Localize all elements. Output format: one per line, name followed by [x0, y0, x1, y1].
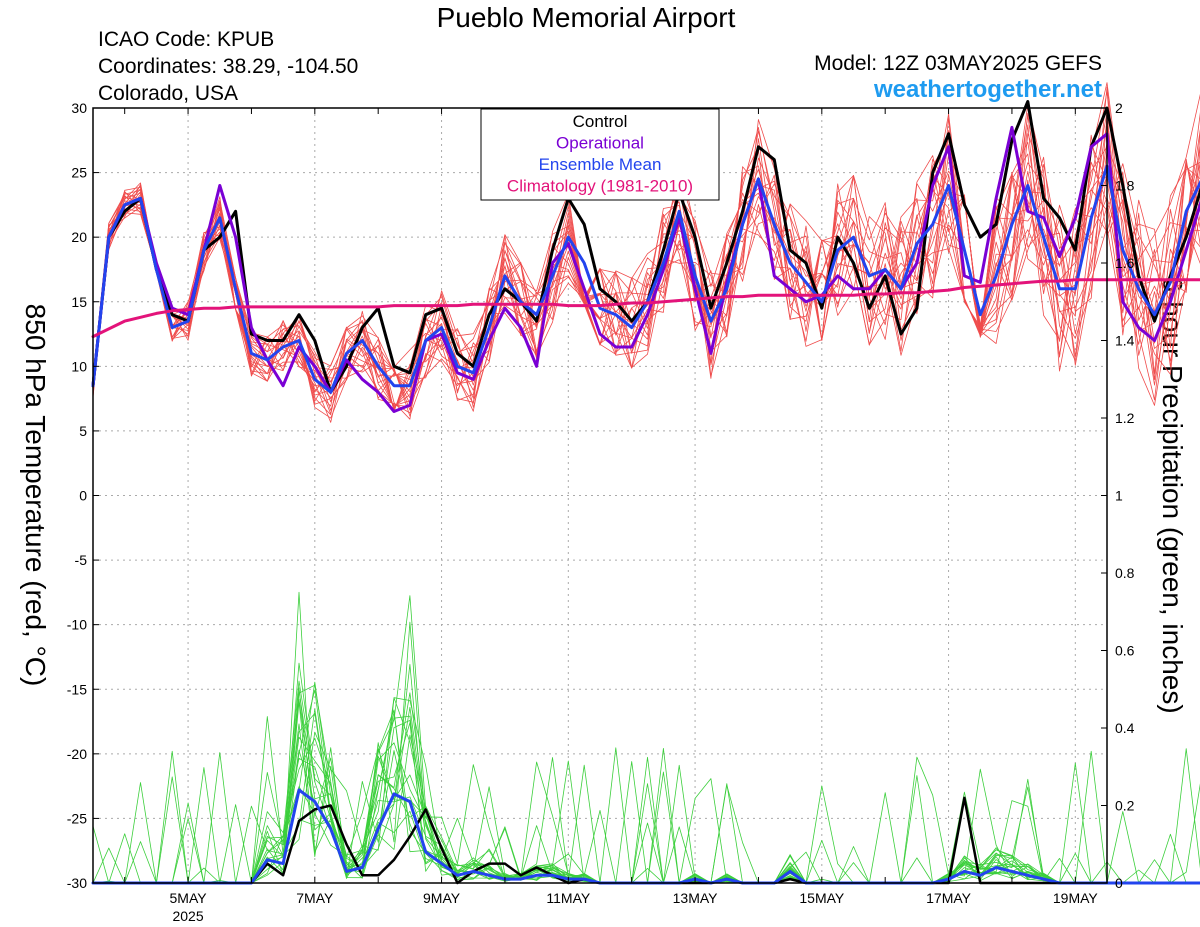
ensemble-member-temp-line — [92, 113, 1200, 405]
tick-label-right: 2 — [1115, 100, 1123, 116]
tick-label-left: -10 — [67, 617, 87, 633]
ensemble-member-temp-line — [92, 112, 1200, 408]
legend-box — [480, 108, 720, 201]
x-tick-label: 5MAY — [170, 890, 208, 906]
tick-label-right: 0.8 — [1115, 565, 1135, 581]
tick-label-left: -25 — [67, 810, 87, 826]
legend: Control Operational Ensemble Mean Climatolo… — [480, 108, 720, 201]
tick-label-right: 0.4 — [1115, 720, 1135, 736]
ensemble-member-temp-line — [92, 86, 1200, 412]
region: Colorado, USA — [98, 82, 239, 105]
tick-label-left: -5 — [75, 552, 88, 568]
icao-code: ICAO Code: KPUB — [98, 28, 275, 51]
tick-label-right: 1.8 — [1115, 178, 1135, 194]
ensemble-member-precip-line — [92, 684, 1200, 884]
ensemble-member-temp-line — [92, 115, 1200, 404]
ensemble-member-temp-line — [92, 82, 1200, 392]
tick-label-left: 10 — [71, 358, 87, 374]
tick-label-left: -30 — [67, 875, 87, 891]
ensemble-member-precip-line — [92, 621, 1200, 884]
x-tick-sublabel: 2025 — [172, 908, 203, 924]
mean-temp-line — [91, 164, 1200, 394]
tick-label-left: 25 — [71, 165, 87, 181]
ensemble-member-precip-line — [92, 681, 1200, 884]
legend-entry: Climatology (1981-2010) — [507, 177, 693, 196]
legend-entry: Operational — [556, 134, 644, 153]
tick-label-right: 1.4 — [1115, 333, 1135, 349]
x-tick-label: 19MAY — [1053, 890, 1099, 906]
ensemble-member-temp-line — [92, 124, 1200, 408]
coordinates: Coordinates: 38.29, -104.50 — [98, 55, 359, 78]
tick-label-right: 0.6 — [1115, 643, 1135, 659]
tick-label-left: 30 — [71, 100, 87, 116]
legend-entry: Control — [573, 112, 628, 131]
axes: 302520151050-5-10-15-20-25-3021.81.61.41… — [67, 100, 1135, 924]
ensemble-member-temp-line — [92, 163, 1200, 423]
tick-label-right: 0 — [1115, 875, 1123, 891]
legend-entry: Ensemble Mean — [539, 155, 662, 174]
tick-label-left: 20 — [71, 229, 87, 245]
ensemble-member-temp-line — [92, 104, 1200, 399]
x-tick-label: 17MAY — [926, 890, 972, 906]
temp-series — [91, 82, 1200, 423]
tick-label-right: 1 — [1115, 488, 1123, 504]
climatology-line — [91, 278, 1200, 339]
tick-label-left: 5 — [79, 423, 87, 439]
ensemble-member-precip-line — [92, 595, 1200, 884]
tick-label-left: 0 — [79, 488, 87, 504]
gridlines — [93, 107, 1107, 884]
ensemble-member-precip-line — [92, 680, 1200, 884]
chart-title: Pueblo Memorial Airport — [436, 2, 736, 33]
plot-frame — [92, 107, 1108, 884]
x-tick-label: 7MAY — [296, 890, 334, 906]
x-tick-label: 15MAY — [799, 890, 845, 906]
tick-label-left: 15 — [71, 294, 87, 310]
tick-label-left: -15 — [67, 681, 87, 697]
tick-label-right: 0.2 — [1115, 798, 1135, 814]
ensemble-member-precip-line — [92, 687, 1200, 884]
model-run: Model: 12Z 03MAY2025 GEFS — [814, 52, 1102, 75]
ensemble-member-precip-line — [92, 591, 1200, 884]
tick-label-right: 1.2 — [1115, 410, 1135, 426]
x-tick-label: 9MAY — [423, 890, 461, 906]
tick-label-right: 1.6 — [1115, 255, 1135, 271]
tick-label-left: -20 — [67, 746, 87, 762]
x-tick-label: 13MAY — [673, 890, 719, 906]
x-tick-label: 11MAY — [546, 890, 590, 906]
precip-series — [91, 591, 1200, 885]
site-link[interactable]: weathertogether.net — [873, 76, 1102, 103]
